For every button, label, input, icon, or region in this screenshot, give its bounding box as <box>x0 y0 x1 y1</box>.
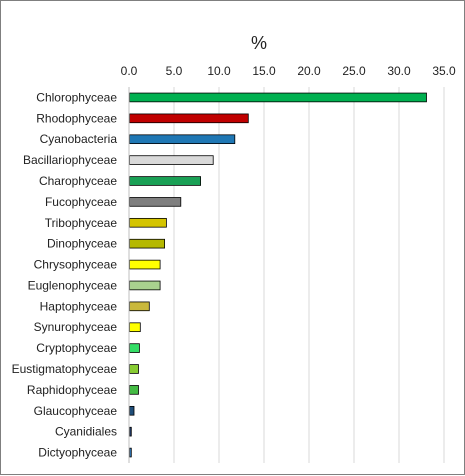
axis-title: % <box>251 33 267 53</box>
category-label: Cyanobacteria <box>40 132 118 146</box>
category-label: Tribophyceae <box>45 216 118 230</box>
category-label: Cryptophyceae <box>36 341 117 355</box>
category-label: Fucophyceae <box>45 195 117 209</box>
category-label: Dictyophyceae <box>38 446 117 460</box>
bar <box>129 92 427 103</box>
bar <box>129 301 150 312</box>
category-label: Raphidophyceae <box>27 383 117 397</box>
x-tick-label: 0.0 <box>121 64 138 78</box>
bar <box>129 343 140 353</box>
x-tick-label: 5.0 <box>166 64 183 78</box>
category-label: Euglenophyceae <box>28 278 118 292</box>
bar <box>129 113 249 124</box>
category-label: Chrysophyceae <box>34 258 118 272</box>
bar <box>129 217 167 228</box>
x-tick-label: 10.0 <box>207 64 231 78</box>
category-label: Chlorophyceae <box>36 90 117 104</box>
bar <box>129 405 135 416</box>
category-label: Dinophyceae <box>47 237 117 251</box>
x-tick-label: 30.0 <box>387 64 411 78</box>
bar <box>129 134 236 145</box>
category-label: Eustigmatophyceae <box>12 362 118 376</box>
bars <box>129 92 427 458</box>
bar <box>129 176 201 186</box>
bar <box>129 385 139 395</box>
bar <box>129 426 132 437</box>
bar <box>129 322 141 333</box>
category-label: Charophyceae <box>39 174 117 188</box>
x-tick-label: 35.0 <box>432 64 456 78</box>
bar <box>129 447 132 458</box>
category-label: Rhodophyceae <box>36 111 117 125</box>
category-label: Bacillariophyceae <box>23 153 117 167</box>
bar <box>129 364 139 374</box>
tick-labels: 0.0 5.0 10.0 15.0 20.0 25.0 30.0 35.0 <box>121 64 456 78</box>
bar <box>129 238 165 249</box>
bar <box>129 259 161 270</box>
category-label: Haptophyceae <box>40 299 118 313</box>
bar <box>129 280 161 291</box>
category-label: Synurophyceae <box>34 320 118 334</box>
x-tick-label: 20.0 <box>297 64 321 78</box>
bar <box>129 197 182 207</box>
category-label: Glaucophyceae <box>34 404 118 418</box>
gridlines <box>128 87 445 463</box>
x-tick-label: 25.0 <box>342 64 366 78</box>
category-labels: Chlorophyceae Rhodophyceae Cyanobacteria Ba… <box>12 90 118 459</box>
bar <box>129 155 214 165</box>
x-tick-label: 15.0 <box>252 64 276 78</box>
category-label: Cyanidiales <box>55 425 117 439</box>
